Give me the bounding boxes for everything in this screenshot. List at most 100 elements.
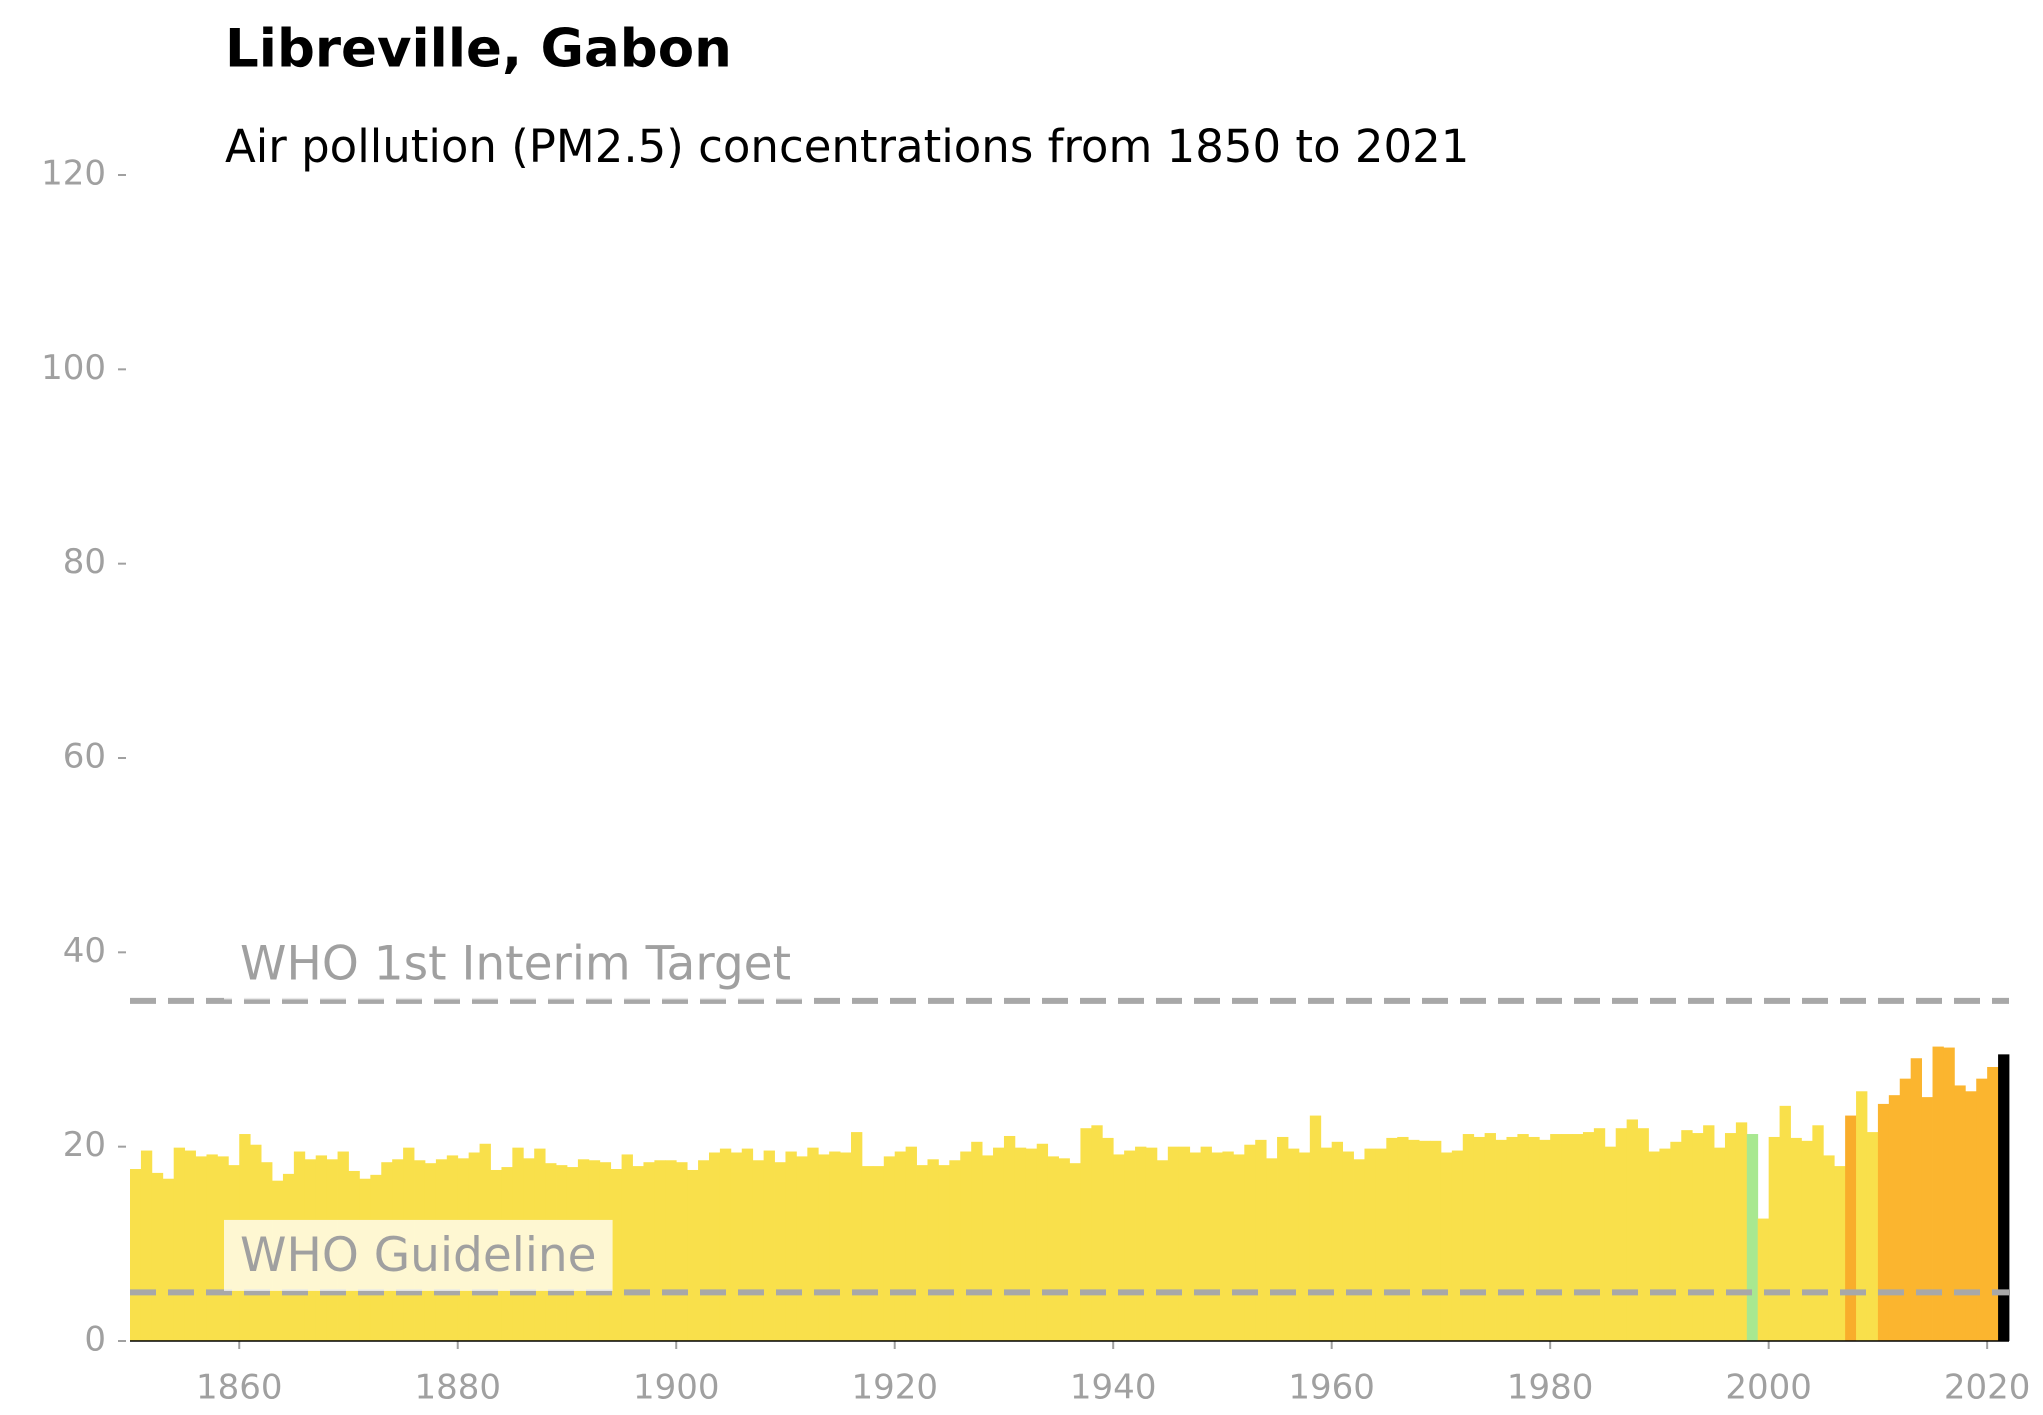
bar bbox=[1648, 1151, 1660, 1341]
bar bbox=[1200, 1146, 1212, 1341]
bar bbox=[861, 1166, 874, 1341]
bar bbox=[1724, 1133, 1737, 1341]
bar bbox=[1178, 1146, 1191, 1341]
bar bbox=[1309, 1115, 1322, 1341]
bar bbox=[1102, 1137, 1114, 1341]
x-tick-label: 1980 bbox=[1507, 1368, 1594, 1408]
bar bbox=[1353, 1159, 1365, 1341]
bar bbox=[1517, 1134, 1529, 1341]
bar bbox=[1069, 1163, 1081, 1341]
bar bbox=[1025, 1148, 1038, 1341]
bar bbox=[1451, 1150, 1464, 1341]
bar bbox=[1976, 1078, 1988, 1341]
bar bbox=[818, 1154, 830, 1341]
bar bbox=[730, 1152, 743, 1341]
bar bbox=[1047, 1156, 1059, 1341]
bar bbox=[1036, 1143, 1049, 1341]
bar bbox=[1910, 1058, 1923, 1341]
bar bbox=[1899, 1078, 1912, 1341]
bar bbox=[1430, 1140, 1442, 1341]
bar bbox=[883, 1156, 896, 1341]
bar bbox=[1637, 1128, 1649, 1341]
bar bbox=[960, 1151, 972, 1341]
bar bbox=[872, 1166, 885, 1341]
bar bbox=[687, 1169, 699, 1341]
bar bbox=[1058, 1158, 1070, 1341]
bar bbox=[1812, 1125, 1824, 1341]
bar bbox=[1877, 1103, 1890, 1341]
bar bbox=[621, 1154, 633, 1341]
bar bbox=[1408, 1139, 1420, 1341]
bar bbox=[1506, 1136, 1518, 1341]
bar bbox=[1768, 1136, 1780, 1341]
bar bbox=[1615, 1128, 1628, 1341]
bar bbox=[1233, 1154, 1245, 1341]
bar bbox=[1211, 1152, 1223, 1341]
bar bbox=[1287, 1148, 1300, 1341]
bar bbox=[1364, 1148, 1376, 1341]
bar bbox=[1003, 1135, 1016, 1341]
x-tick-label: 1860 bbox=[196, 1368, 283, 1408]
bar bbox=[162, 1178, 175, 1341]
bar bbox=[173, 1147, 186, 1341]
bar bbox=[206, 1154, 218, 1341]
bar bbox=[195, 1156, 207, 1341]
reference-label: WHO 1st Interim Target bbox=[240, 936, 791, 991]
bar bbox=[1539, 1139, 1551, 1341]
bar bbox=[1888, 1095, 1901, 1341]
bar bbox=[1998, 1054, 2010, 1341]
bar bbox=[1987, 1066, 1999, 1341]
bar bbox=[184, 1150, 196, 1341]
bar bbox=[1681, 1130, 1693, 1341]
bar bbox=[676, 1162, 688, 1341]
bar bbox=[1473, 1136, 1486, 1341]
x-tick-label: 2000 bbox=[1725, 1368, 1812, 1408]
bar bbox=[1156, 1160, 1169, 1341]
bar bbox=[1014, 1147, 1027, 1341]
bar bbox=[785, 1151, 797, 1341]
bar bbox=[1440, 1152, 1453, 1341]
bar bbox=[1495, 1139, 1507, 1341]
x-tick-label: 1880 bbox=[414, 1368, 501, 1408]
bar bbox=[1561, 1134, 1573, 1341]
bar bbox=[217, 1156, 229, 1341]
bar bbox=[1277, 1136, 1289, 1341]
bar bbox=[1298, 1152, 1311, 1341]
bar bbox=[938, 1165, 950, 1341]
bar bbox=[796, 1156, 808, 1341]
bar bbox=[916, 1165, 928, 1341]
bar bbox=[1703, 1125, 1715, 1341]
bar bbox=[1965, 1091, 1977, 1341]
bar bbox=[1331, 1141, 1344, 1341]
bar bbox=[632, 1166, 644, 1341]
bar bbox=[698, 1160, 710, 1341]
bar bbox=[1582, 1132, 1595, 1341]
bar bbox=[1375, 1148, 1387, 1341]
bar bbox=[905, 1146, 917, 1341]
bar bbox=[927, 1159, 939, 1341]
bar bbox=[1462, 1134, 1475, 1341]
bar bbox=[1320, 1147, 1333, 1341]
y-tick-label: 100 bbox=[41, 348, 106, 388]
x-tick-label: 1960 bbox=[1288, 1368, 1375, 1408]
x-tick-label: 1900 bbox=[633, 1368, 720, 1408]
bar bbox=[1572, 1134, 1584, 1341]
x-tick-label: 1940 bbox=[1070, 1368, 1157, 1408]
bar bbox=[752, 1160, 765, 1341]
y-tick-label: 120 bbox=[41, 154, 106, 194]
bar bbox=[140, 1150, 153, 1341]
bar bbox=[130, 1169, 142, 1341]
bar bbox=[610, 1169, 622, 1341]
bar bbox=[1604, 1146, 1617, 1341]
bar bbox=[1746, 1134, 1759, 1341]
bar bbox=[1692, 1133, 1704, 1341]
bar bbox=[1801, 1140, 1813, 1341]
bar bbox=[1145, 1147, 1158, 1341]
bar bbox=[1866, 1132, 1879, 1341]
bar bbox=[1080, 1128, 1092, 1341]
bar bbox=[1167, 1146, 1180, 1341]
bar bbox=[851, 1132, 863, 1341]
bar bbox=[1528, 1136, 1540, 1341]
